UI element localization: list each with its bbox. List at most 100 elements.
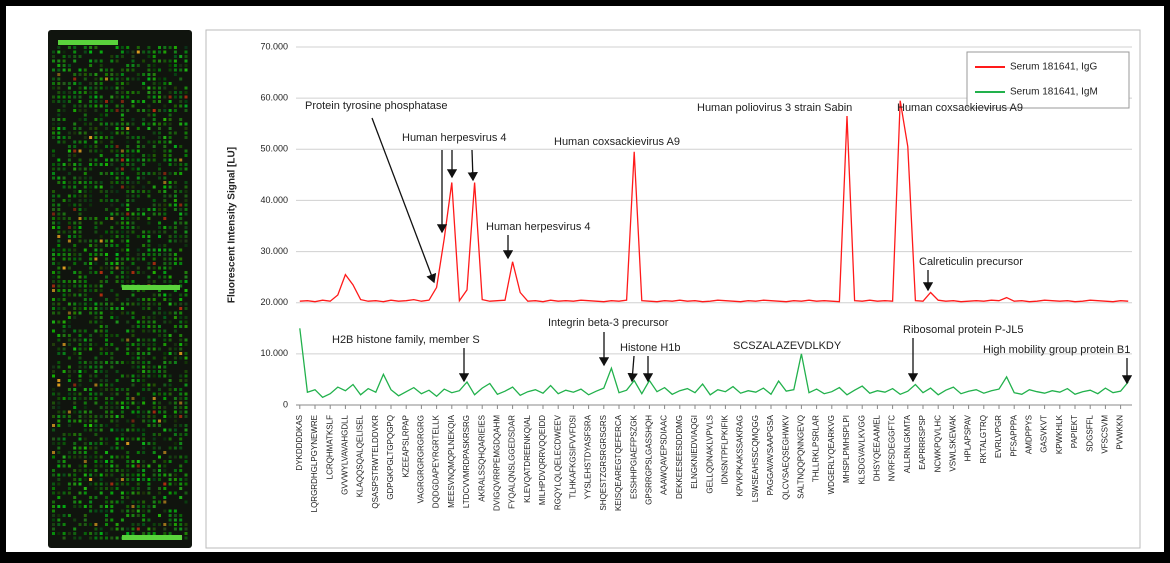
spot <box>78 478 82 481</box>
spot <box>57 401 61 405</box>
spot <box>99 491 103 495</box>
spot <box>168 293 172 297</box>
spot <box>152 311 156 315</box>
spot <box>52 302 55 306</box>
spot <box>62 230 66 234</box>
spot <box>78 374 82 378</box>
spot <box>67 392 71 396</box>
spot <box>52 311 55 315</box>
spot <box>126 136 130 139</box>
spot <box>67 158 71 162</box>
spot <box>94 95 98 99</box>
spot <box>73 311 77 315</box>
spot <box>94 415 98 418</box>
spot <box>136 158 140 162</box>
spot <box>99 473 103 477</box>
spot <box>94 257 98 261</box>
spot <box>152 401 156 405</box>
spot <box>52 532 55 535</box>
spot <box>147 388 151 391</box>
spot <box>73 392 77 396</box>
spot <box>147 248 151 252</box>
spot <box>131 311 135 315</box>
spot <box>131 190 135 193</box>
spot <box>131 77 135 81</box>
spot <box>115 212 119 216</box>
spot <box>99 59 103 63</box>
spot <box>179 167 183 171</box>
spot <box>52 491 55 495</box>
spot <box>184 392 188 396</box>
spot <box>89 347 93 351</box>
spot <box>52 226 55 229</box>
spot <box>67 230 71 234</box>
spot <box>163 487 167 490</box>
spot <box>78 469 82 472</box>
spot <box>78 190 82 193</box>
spot <box>163 316 167 319</box>
spot <box>89 64 93 67</box>
spot <box>163 253 167 256</box>
spot <box>126 388 130 391</box>
annotation: Calreticulin precursor <box>919 256 1023 268</box>
spot <box>99 464 103 468</box>
spot <box>136 464 140 468</box>
spot <box>89 73 93 76</box>
spot <box>120 55 124 58</box>
spot <box>131 230 135 234</box>
spot <box>168 149 172 153</box>
spot <box>110 176 114 180</box>
spot <box>62 217 66 220</box>
spot <box>105 509 108 513</box>
spot <box>120 163 124 166</box>
spot <box>168 514 172 517</box>
spot <box>136 226 140 229</box>
spot <box>184 271 188 274</box>
spot <box>105 406 108 409</box>
spot <box>110 185 114 189</box>
spot <box>67 365 71 369</box>
spot <box>52 95 55 99</box>
spot <box>83 397 87 400</box>
spot <box>131 199 135 202</box>
spot <box>131 401 135 405</box>
spot <box>52 527 55 531</box>
spot <box>57 415 61 418</box>
spot <box>184 523 188 526</box>
spot <box>115 370 119 373</box>
x-tick-label: NVRFSDEGGFTC <box>888 415 897 481</box>
spot <box>83 248 87 252</box>
spot <box>89 302 93 306</box>
spot <box>57 226 61 229</box>
spot <box>67 194 71 198</box>
spot <box>179 100 183 103</box>
spot <box>105 325 108 328</box>
spot <box>179 307 183 310</box>
spot <box>115 401 119 405</box>
spot <box>52 370 55 373</box>
spot <box>115 469 119 472</box>
spot <box>94 320 98 324</box>
spot <box>115 334 119 337</box>
spot <box>142 230 146 234</box>
spot <box>120 100 124 103</box>
spot <box>152 505 156 508</box>
spot <box>126 253 130 256</box>
spot <box>163 203 167 207</box>
spot <box>120 527 124 531</box>
spot <box>142 446 146 450</box>
spot <box>115 73 119 76</box>
spot <box>99 100 103 103</box>
spot <box>67 203 71 207</box>
x-tick-label: LTDCVVMRDPASKRSRG <box>462 415 471 508</box>
spot <box>173 514 177 517</box>
spot <box>73 410 77 414</box>
spot <box>184 460 188 463</box>
spot <box>83 239 87 243</box>
spot <box>131 302 135 306</box>
spot <box>120 181 124 184</box>
x-tick-label: PFSAPPPA <box>1009 414 1018 456</box>
spot <box>120 388 124 391</box>
spot <box>120 262 124 265</box>
spot <box>147 253 151 256</box>
